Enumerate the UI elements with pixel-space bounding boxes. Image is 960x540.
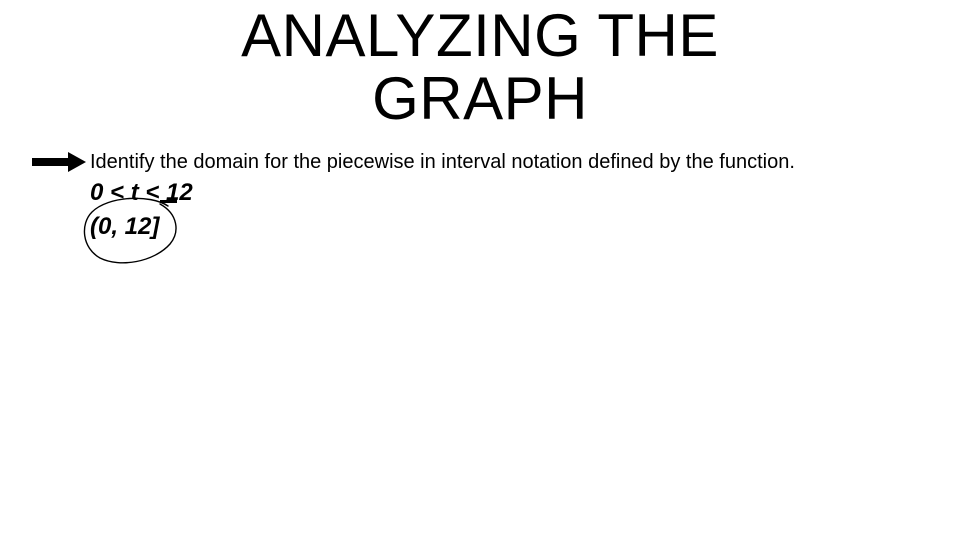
slide: ANALYZING THEGRAPH Identify the domain f… [0,0,960,540]
interval-text: (0, 12] [90,212,890,242]
prompt-text: Identify the domain for the piecewise in… [90,150,890,174]
arrow-icon [32,152,86,172]
body-text-block: Identify the domain for the piecewise in… [90,150,890,242]
overbar-mark [160,200,177,203]
slide-title: ANALYZING THEGRAPH [0,4,960,130]
inequality-text: 0 < t < 12 [90,178,890,208]
